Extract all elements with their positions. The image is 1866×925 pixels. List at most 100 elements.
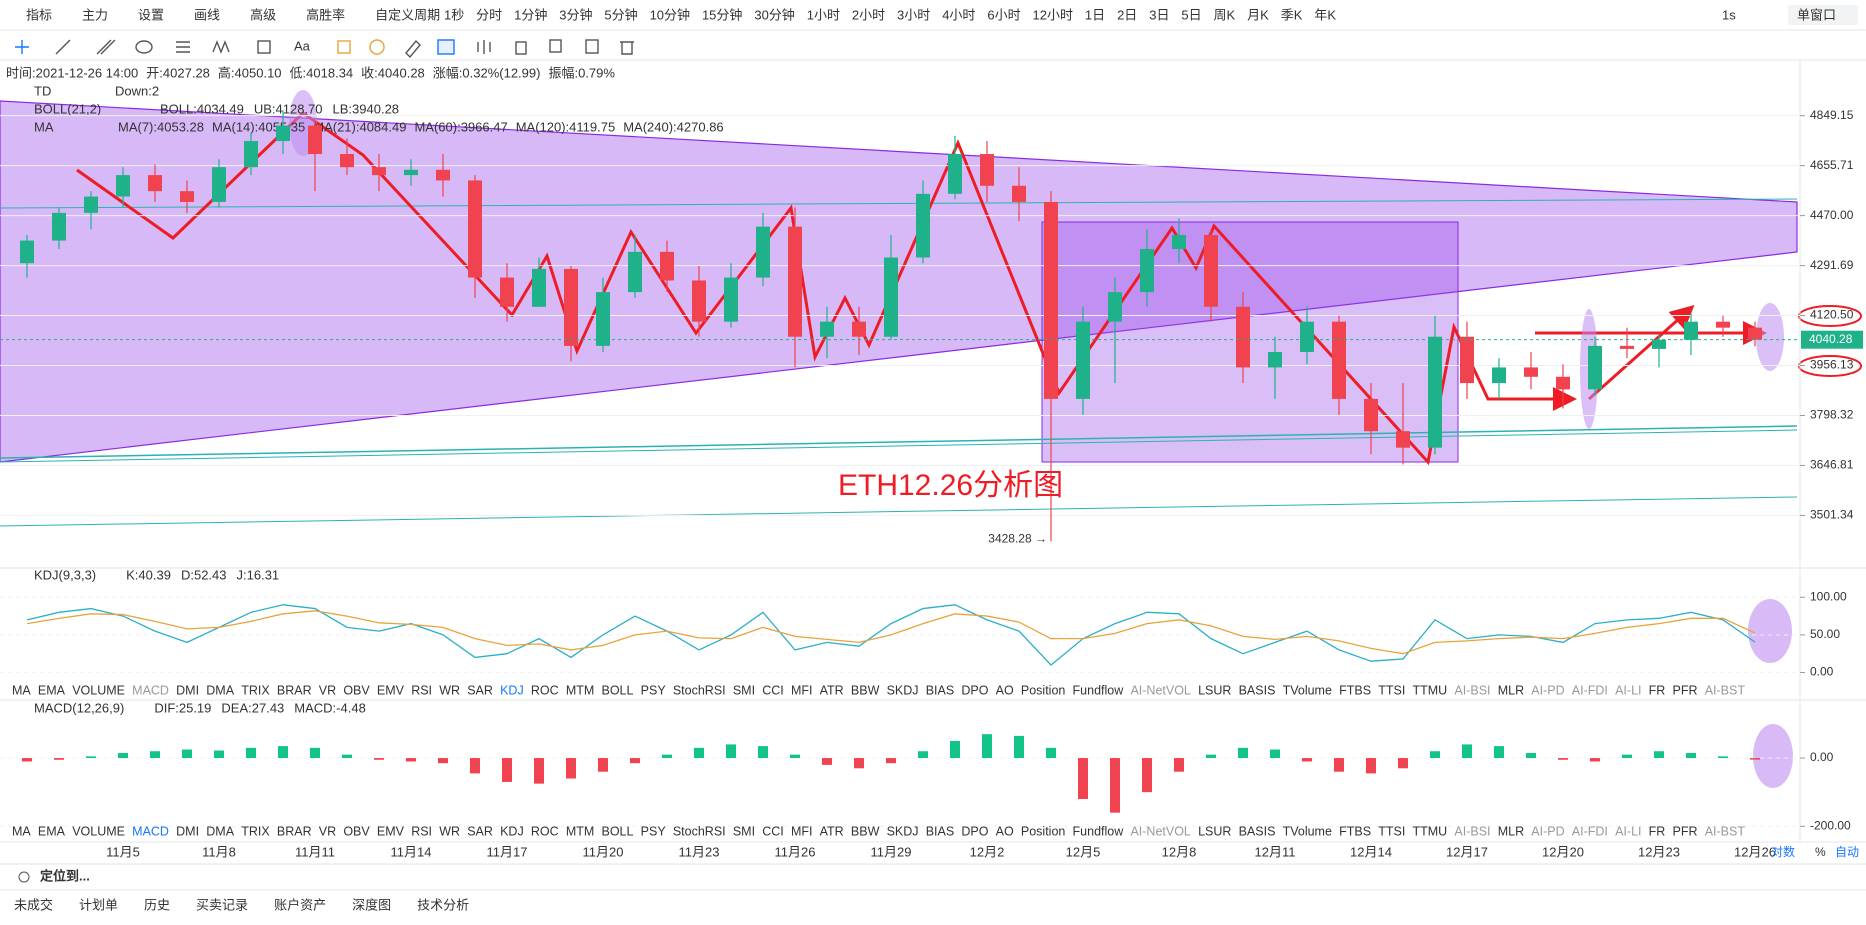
bottom-tab[interactable]: 账户资产 [274,897,326,912]
indicator-tab[interactable]: Fundflow [1073,824,1125,838]
indicator-tab[interactable]: BOLL [601,683,633,697]
indicator-tab[interactable]: SAR [467,683,493,697]
indicator-tab[interactable]: MFI [791,683,813,697]
indicator-tab[interactable]: FR [1649,824,1666,838]
indicator-tab[interactable]: Position [1021,683,1066,697]
indicator-tab[interactable]: ATR [820,824,844,838]
indicator-tab[interactable]: ATR [820,683,844,697]
indicator-tab[interactable]: PSY [641,683,667,697]
indicator-tab[interactable]: AO [996,683,1014,697]
period-button[interactable]: 6小时 [987,7,1020,22]
bottom-tab[interactable]: 技术分析 [417,897,469,912]
indicator-tab[interactable]: EMA [38,683,66,697]
indicator-tab[interactable]: AI-BST [1705,683,1746,697]
toolbar-item[interactable]: 高胜率 [306,7,345,22]
bottom-tab[interactable]: 历史 [144,897,170,912]
indicator-tab[interactable]: MLR [1498,824,1524,838]
indicator-tab[interactable]: RSI [411,824,432,838]
locate-button[interactable]: 定位到... [39,868,90,883]
edit-tool[interactable] [585,39,599,54]
period-button[interactable]: 1小时 [807,7,840,22]
indicator-tab[interactable]: DPO [961,824,988,838]
period-button[interactable]: 3日 [1149,7,1169,22]
indicator-tab[interactable]: FR [1649,683,1666,697]
indicator-tab[interactable]: CCI [762,683,784,697]
indicator-tab[interactable]: AI-LI [1615,824,1641,838]
indicator-tab[interactable]: DMI [176,824,199,838]
indicator-tab[interactable]: MLR [1498,683,1524,697]
indicator-tab[interactable]: BASIS [1239,683,1276,697]
indicator-tab[interactable]: AI-FDI [1572,824,1608,838]
indicator-tab[interactable]: WR [439,824,460,838]
bottom-tab[interactable]: 计划单 [79,897,118,912]
indicator-tab[interactable]: TTSI [1378,683,1405,697]
indicator-tab[interactable]: TTMU [1413,824,1448,838]
indicator-tab[interactable]: OBV [343,683,370,697]
bottom-tab[interactable]: 未成交 [14,897,53,912]
period-button[interactable]: 1日 [1085,7,1105,22]
delete-tool[interactable] [620,41,634,55]
indicator-tab[interactable]: SMI [733,824,755,838]
toolbar-item[interactable]: 画线 [194,7,220,22]
indicator-tab[interactable]: DMA [206,824,234,838]
indicator-tab[interactable]: FTBS [1339,683,1371,697]
candle-tool[interactable] [477,40,491,54]
axis-option[interactable]: 自动 [1835,845,1859,859]
wave-tool[interactable] [212,40,230,54]
indicator-tab[interactable]: AI-PD [1531,824,1564,838]
indicator-tab[interactable]: OBV [343,824,370,838]
indicator-tab[interactable]: AI-PD [1531,683,1564,697]
indicator-tab[interactable]: CCI [762,824,784,838]
text-tool[interactable]: Aa [294,38,311,53]
indicator-tab[interactable]: BBW [851,824,880,838]
indicator-tab[interactable]: VR [319,683,336,697]
indicator-tab[interactable]: TTMU [1413,683,1448,697]
fib-tool[interactable] [176,41,190,53]
brush-tool[interactable] [337,40,351,54]
period-button[interactable]: 年K [1314,7,1336,22]
indicator-tab[interactable]: DMI [176,683,199,697]
indicator-tab[interactable]: AO [996,824,1014,838]
window-button[interactable]: 单窗口 [1797,7,1836,22]
period-button[interactable]: 季K [1281,7,1303,22]
toolbar-item[interactable]: 1s [1722,7,1736,22]
indicator-tab[interactable]: AI-BSI [1454,683,1490,697]
indicator-tab[interactable]: LSUR [1198,683,1231,697]
indicator-tab[interactable]: BIAS [926,683,955,697]
period-button[interactable]: 4小时 [942,7,975,22]
indicator-tab[interactable]: TTSI [1378,824,1405,838]
crosshair-tool[interactable] [15,40,29,54]
period-button[interactable]: 月K [1247,7,1269,22]
period-button[interactable]: 15分钟 [702,7,742,22]
indicator-tab[interactable]: BRAR [277,824,312,838]
bottom-tab[interactable]: 深度图 [352,897,391,912]
period-button[interactable]: 1分钟 [514,7,547,22]
indicator-tab[interactable]: MA [12,824,31,838]
indicator-tab[interactable]: TRIX [241,683,270,697]
indicator-tab[interactable]: MTM [566,824,594,838]
indicator-tab[interactable]: AI-BSI [1454,824,1490,838]
indicator-tab[interactable]: KDJ [500,683,524,697]
indicator-tab[interactable]: AI-LI [1615,683,1641,697]
indicator-tab[interactable]: EMV [377,824,405,838]
axis-option[interactable]: % [1815,845,1826,859]
indicator-tab[interactable]: EMA [38,824,66,838]
indicator-tab[interactable]: VR [319,824,336,838]
ellipse-tool[interactable] [135,40,153,54]
indicator-tab[interactable]: StochRSI [673,824,726,838]
period-button[interactable]: 12小时 [1033,7,1073,22]
indicator-tab[interactable]: Fundflow [1073,683,1125,697]
period-button[interactable]: 2日 [1117,7,1137,22]
period-button[interactable]: 5分钟 [604,7,637,22]
indicator-tab[interactable]: PSY [641,824,667,838]
indicator-tab[interactable]: EMV [377,683,405,697]
period-button[interactable]: 5日 [1181,7,1201,22]
pattern-tool[interactable] [369,39,385,55]
indicator-tab[interactable]: LSUR [1198,824,1231,838]
indicator-tab[interactable]: AI-FDI [1572,683,1608,697]
indicator-tab[interactable]: MA [12,683,31,697]
indicator-tab[interactable]: DPO [961,683,988,697]
indicator-tab[interactable]: StochRSI [673,683,726,697]
indicator-tab[interactable]: BIAS [926,824,955,838]
indicator-tab[interactable]: VOLUME [72,824,125,838]
